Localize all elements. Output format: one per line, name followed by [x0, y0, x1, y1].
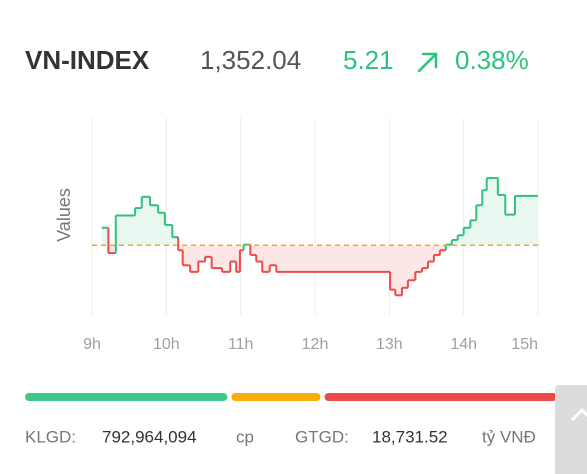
area-segment — [451, 239, 458, 246]
area-segment — [101, 227, 109, 246]
y-axis-label: Values — [54, 188, 74, 242]
area-segment — [256, 245, 263, 262]
volume: 792,964,094 — [102, 427, 197, 446]
area-segment — [198, 245, 205, 262]
breadth-segment — [25, 393, 228, 401]
x-tick-label: 11h — [228, 336, 254, 353]
area-segment — [262, 245, 270, 272]
area-segment — [401, 245, 408, 288]
volume-unit: cp — [236, 427, 254, 446]
area-segment — [497, 194, 506, 246]
area-segment — [395, 245, 402, 296]
index-change: 5.21 — [343, 45, 394, 75]
breadth-segment — [231, 393, 321, 401]
x-tick-label: 14h — [450, 336, 477, 353]
x-tick-label: 10h — [153, 336, 180, 353]
area-segment — [239, 245, 244, 251]
area-segment — [470, 220, 477, 246]
area-segment — [211, 245, 223, 269]
area-segment — [135, 208, 142, 246]
area-segment — [427, 245, 434, 262]
area-fills — [101, 178, 538, 296]
x-tick-label: 12h — [302, 336, 329, 353]
plot: 9h 10h 11h 12h 13h 14h 15h — [83, 118, 539, 353]
value-unit: tỷ VNĐ — [482, 427, 536, 446]
area-segment — [236, 245, 240, 272]
area-segment — [457, 235, 464, 246]
area-segment — [422, 245, 428, 269]
area-segment — [276, 245, 391, 272]
area-segment — [269, 245, 277, 266]
area-segment — [390, 245, 396, 290]
breadth-segment — [324, 393, 557, 401]
value-label: GTGD: — [295, 427, 349, 446]
area-segment — [407, 245, 416, 281]
area-segment — [482, 190, 487, 246]
area-segment — [178, 245, 183, 251]
area-segment — [415, 245, 423, 272]
up-arrow-icon — [417, 52, 438, 73]
scroll-top-button[interactable] — [555, 385, 587, 474]
area-segment — [486, 178, 498, 246]
area-segment — [222, 245, 231, 272]
area-segment — [115, 215, 136, 246]
x-tick-label: 9h — [83, 336, 101, 353]
area-segment — [182, 245, 191, 266]
area-segment — [204, 245, 212, 257]
area-segment — [190, 245, 199, 272]
step-line — [101, 177, 538, 297]
x-tick-label: 13h — [376, 336, 403, 353]
area-segment — [158, 212, 165, 246]
area-segment — [230, 245, 237, 262]
area-segment — [164, 224, 173, 246]
area-segment — [514, 195, 538, 246]
area-segment — [439, 245, 446, 251]
area-segment — [172, 237, 179, 246]
area-segment — [141, 196, 150, 246]
value: 18,731.52 — [372, 427, 448, 446]
area-segment — [433, 245, 440, 255]
area-segment — [463, 227, 471, 246]
index-price: 1,352.04 — [200, 45, 301, 75]
index-change-percent: 0.38% — [455, 45, 529, 75]
area-segment — [250, 245, 257, 255]
x-tick-label: 15h — [511, 336, 538, 353]
area-segment — [108, 245, 116, 254]
volume-label: KLGD: — [25, 427, 76, 446]
area-segment — [149, 205, 159, 246]
area-segment — [476, 205, 483, 246]
index-name: VN-INDEX — [25, 45, 150, 75]
area-segment — [505, 214, 515, 246]
breadth-bar — [25, 393, 557, 401]
